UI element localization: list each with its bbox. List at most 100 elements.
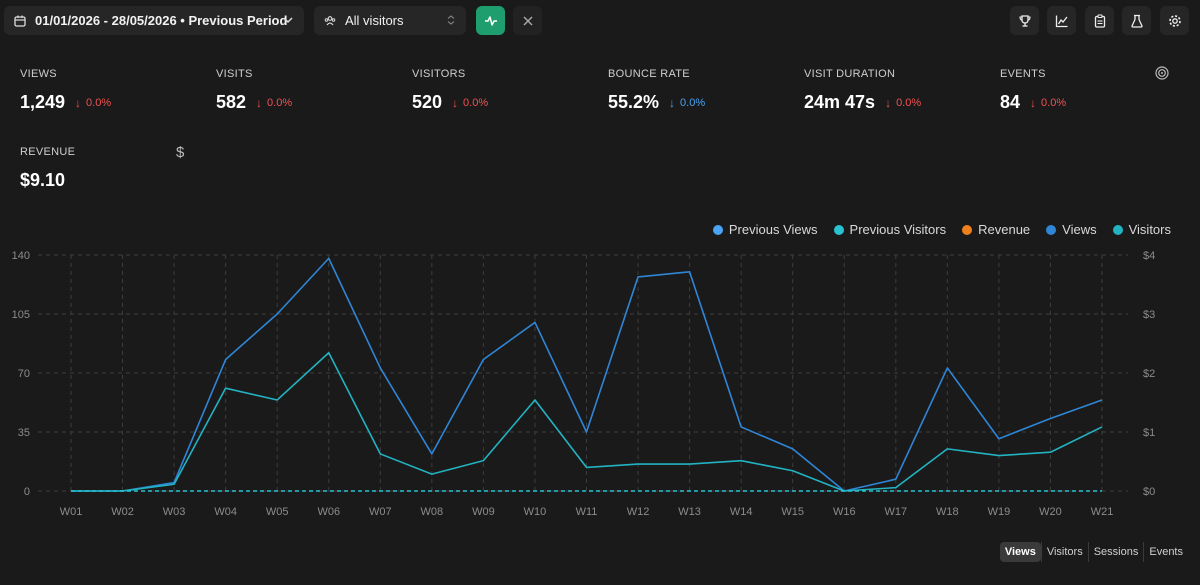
x-tick-label: W01 <box>60 506 83 518</box>
people-icon <box>324 15 336 25</box>
metric-visitors[interactable]: VISITORS 520 ↓ 0.0% <box>412 68 592 113</box>
legend-previous-views[interactable]: Previous Views <box>712 222 818 237</box>
metric-settings-button[interactable] <box>1155 66 1169 85</box>
legend-revenue[interactable]: Revenue <box>962 222 1030 237</box>
calendar-icon <box>14 15 26 27</box>
arrow-down-icon: ↓ <box>452 95 459 110</box>
x-tick-label: W18 <box>936 506 959 518</box>
live-activity-button[interactable] <box>476 6 505 35</box>
metric-label: VISIT DURATION <box>804 68 896 80</box>
y2-tick-label: $0 <box>1143 486 1155 498</box>
metric-change: 0.0% <box>1041 96 1067 109</box>
legend-previous-visitors[interactable]: Previous Visitors <box>833 222 947 237</box>
x-tick-label: W19 <box>988 506 1011 518</box>
legend-label: Revenue <box>978 222 1031 237</box>
metric-label: VISITS <box>216 68 253 80</box>
metric-views[interactable]: VIEWS 1,249 ↓ 0.0% <box>20 68 200 113</box>
clear-filter-button[interactable] <box>513 6 542 35</box>
x-tick-label: W13 <box>678 506 701 518</box>
metric-label: VIEWS <box>20 68 57 80</box>
x-tick-label: W14 <box>730 506 753 518</box>
y2-tick-label: $4 <box>1143 250 1155 262</box>
arrow-down-icon: ↓ <box>1030 95 1037 110</box>
trophy-icon <box>1018 14 1031 27</box>
tab-sessions[interactable]: Sessions <box>1087 542 1144 562</box>
legend-dot <box>1046 224 1057 235</box>
dollar-icon: $ <box>176 144 185 161</box>
chart-metric-tabs: Views Visitors Sessions Events <box>999 541 1188 563</box>
metric-label: EVENTS <box>1000 68 1046 80</box>
clipboard-icon <box>1094 13 1105 28</box>
insights-button[interactable] <box>1047 6 1076 35</box>
settings-button[interactable] <box>1160 6 1189 35</box>
x-tick-label: W02 <box>111 506 134 518</box>
x-tick-label: W06 <box>317 506 340 518</box>
x-tick-label: W03 <box>163 506 186 518</box>
segment-label: All visitors <box>345 13 404 28</box>
y2-tick-label: $1 <box>1143 427 1155 439</box>
segment-filter[interactable]: All visitors <box>314 6 466 35</box>
legend-dot <box>712 224 723 235</box>
x-tick-label: W04 <box>214 506 237 518</box>
top-toolbar: 01/01/2026 - 28/05/2026 • Previous Perio… <box>0 0 1200 42</box>
arrow-down-icon: ↓ <box>256 95 263 110</box>
activity-icon <box>484 15 497 26</box>
legend-visitors[interactable]: Visitors <box>1112 222 1171 237</box>
metric-value: 84 <box>1000 92 1021 112</box>
metric-change: 0.0% <box>463 96 489 109</box>
metric-value: 1,249 <box>20 92 66 112</box>
y-tick-label: 70 <box>18 368 30 380</box>
y-tick-label: 105 <box>12 309 30 321</box>
x-tick-label: W08 <box>421 506 444 518</box>
reports-button[interactable] <box>1085 6 1114 35</box>
y-tick-label: 35 <box>18 427 30 439</box>
tab-visitors[interactable]: Visitors <box>1040 542 1088 562</box>
metric-events[interactable]: EVENTS 84 ↓ 0.0% <box>1000 68 1180 113</box>
legend-label: Previous Visitors <box>849 222 947 237</box>
x-tick-label: W11 <box>576 506 598 518</box>
flask-icon <box>1130 14 1143 28</box>
legend-dot <box>962 224 973 235</box>
line-chart[interactable]: 0 $0 35 $1 70 $2 105 $3 140 $4 W01 W02 W03 W04 W05 W06 W… <box>0 240 1200 525</box>
series-line-visitors <box>71 351 1103 492</box>
x-tick-label: W05 <box>266 506 289 518</box>
chart-legend: Previous Views Previous Visitors Revenue… <box>697 222 1171 237</box>
legend-dot <box>1112 224 1123 235</box>
metric-label: BOUNCE RATE <box>608 68 690 80</box>
legend-label: Visitors <box>1128 222 1171 237</box>
metric-revenue[interactable]: REVENUE $9.10 <box>20 146 200 191</box>
metric-change: 0.0% <box>86 96 112 109</box>
experiments-button[interactable] <box>1122 6 1151 35</box>
date-range-picker[interactable]: 01/01/2026 - 28/05/2026 • Previous Perio… <box>4 6 304 35</box>
tab-events[interactable]: Events <box>1143 542 1188 562</box>
legend-views[interactable]: Views <box>1046 222 1097 237</box>
metric-label: REVENUE <box>20 146 76 158</box>
tab-views[interactable]: Views <box>999 542 1041 562</box>
metric-label: VISITORS <box>412 68 466 80</box>
x-tick-label: W10 <box>524 506 547 518</box>
metric-visits[interactable]: VISITS 582 ↓ 0.0% <box>216 68 396 113</box>
target-icon <box>1155 66 1169 80</box>
metric-value: 520 <box>412 92 443 112</box>
metric-value: 24m 47s <box>804 92 876 112</box>
x-tick-label: W09 <box>472 506 495 518</box>
legend-label: Previous Views <box>728 222 818 237</box>
chevron-updown-icon <box>447 15 455 25</box>
x-tick-label: W21 <box>1091 506 1114 518</box>
arrow-down-icon: ↓ <box>75 95 82 110</box>
metric-value: 55.2% <box>608 92 660 112</box>
y-tick-label: 140 <box>12 250 30 262</box>
x-tick-label: W15 <box>781 506 804 518</box>
metric-value: $9.10 <box>20 170 66 190</box>
x-tick-label: W17 <box>884 506 907 518</box>
x-tick-label: W12 <box>627 506 650 518</box>
legend-dot <box>833 224 844 235</box>
metric-value: 582 <box>216 92 247 112</box>
metric-visit-duration[interactable]: VISIT DURATION 24m 47s ↓ 0.0% <box>804 68 984 113</box>
x-tick-label: W20 <box>1039 506 1062 518</box>
close-icon <box>523 16 532 25</box>
metric-change: 0.0% <box>267 96 293 109</box>
metric-bounce-rate[interactable]: BOUNCE RATE 55.2% ↓ 0.0% <box>608 68 788 113</box>
arrow-down-icon: ↓ <box>669 95 676 110</box>
goals-button[interactable] <box>1010 6 1039 35</box>
